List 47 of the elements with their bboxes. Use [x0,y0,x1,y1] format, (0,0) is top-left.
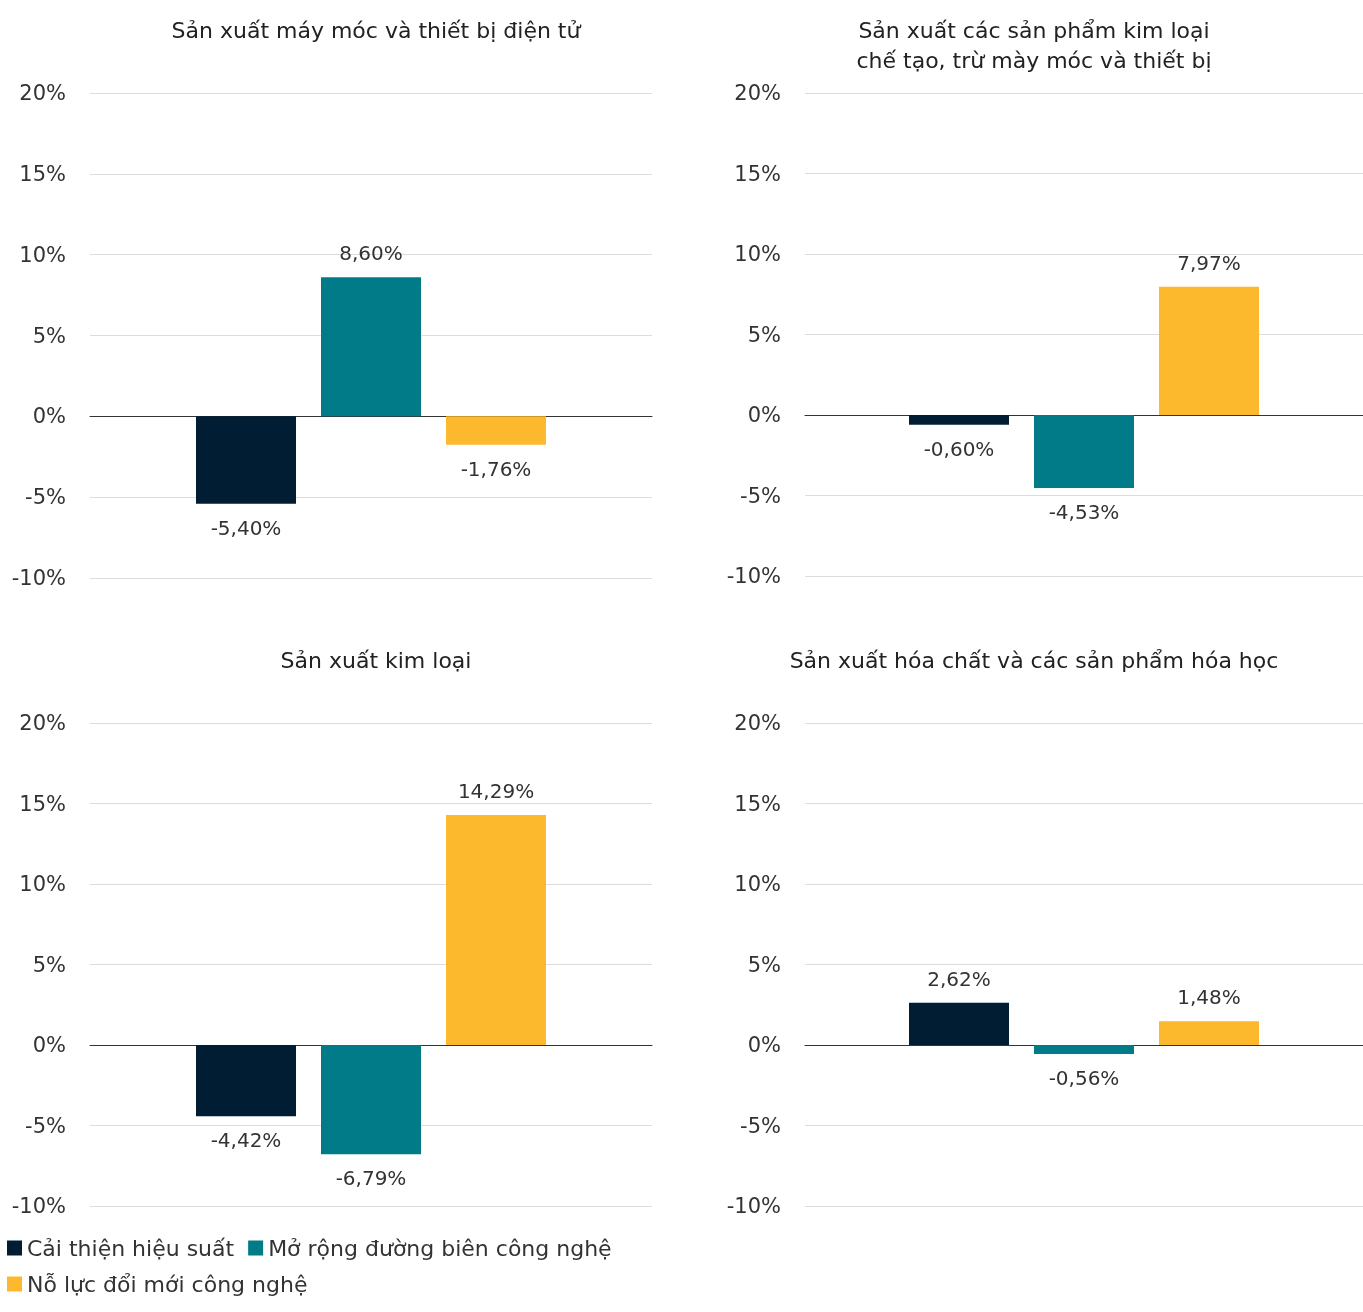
chart-title: Sản xuất kim loại [280,647,472,673]
chart-title: Sản xuất các sản phẩm kim loại chế tạo, trừ mày móc và thiết bị [856,17,1212,73]
y-tick-label: 20% [734,81,781,105]
y-tick-label: -5% [25,1113,66,1138]
y-tick-label: 15% [734,161,781,186]
y-tick-label: -10% [726,564,781,588]
y-tick-label: -5% [740,483,781,508]
y-tick-label: 10% [19,242,66,267]
y-tick-label: 0% [747,403,781,427]
y-tick-label: 20% [734,711,781,735]
y-tick-label: -10% [11,1194,66,1218]
data-label: 1,48% [1177,985,1241,1010]
chart-title: Sản xuất máy móc và thiết bị điện tử [171,17,582,43]
data-label: -4,53% [1048,499,1120,524]
legend-label: Cải thiện hiệu suất [27,1235,235,1261]
data-label: -4,42% [210,1128,282,1153]
y-tick-label: 5% [32,952,66,977]
y-tick-label: -5% [25,485,66,510]
y-tick-label: -10% [726,1194,781,1218]
y-tick-label: 0% [32,1033,66,1057]
data-label: -5,40% [210,515,282,540]
legend-label: Mở rộng đường biên công nghệ [268,1235,612,1261]
y-tick-label: -5% [740,1113,781,1138]
data-label: -1,76% [460,456,532,481]
data-label: -0,56% [1048,1066,1120,1091]
y-tick-label: 15% [734,791,781,816]
data-label: 8,60% [339,241,403,266]
y-tick-label: 10% [734,872,781,896]
y-tick-label: 5% [32,323,66,348]
data-label: 7,97% [1177,250,1241,275]
y-tick-label: 0% [32,404,66,429]
data-label: -6,79% [335,1166,407,1191]
y-tick-label: 20% [19,711,66,735]
legend-label: Nỗ lực đổi mới công nghệ [27,1271,308,1297]
y-tick-label: 15% [19,791,66,816]
y-tick-label: 0% [747,1033,781,1057]
y-tick-label: 10% [19,872,66,896]
data-label: 2,62% [927,966,991,991]
chart-title: Sản xuất hóa chất và các sản phẩm hóa học [789,647,1279,673]
y-tick-label: 5% [747,952,781,977]
data-label: -0,60% [923,436,995,461]
data-label: 14,29% [457,778,535,803]
y-tick-label: 20% [19,81,66,105]
y-tick-label: 15% [19,161,66,186]
y-tick-label: -10% [11,566,66,590]
y-tick-label: 10% [734,242,781,266]
y-tick-label: 5% [747,322,781,347]
